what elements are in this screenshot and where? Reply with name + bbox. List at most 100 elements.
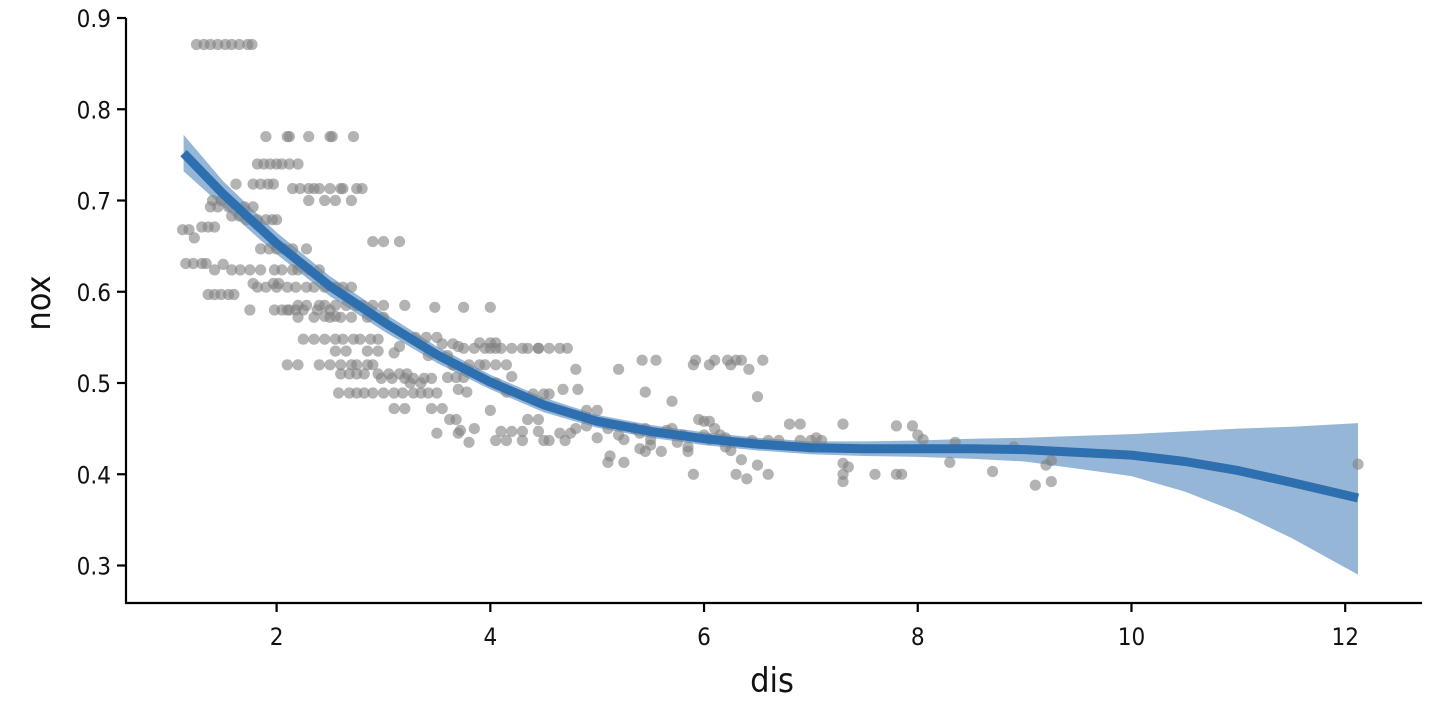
data-point [561, 342, 573, 354]
data-point [415, 377, 427, 389]
data-point [200, 257, 212, 270]
x-tick-label: 12 [1331, 623, 1358, 651]
data-point [490, 434, 502, 447]
data-point [532, 425, 545, 437]
data-point [388, 387, 400, 399]
data-point [1352, 458, 1364, 470]
data-point [896, 468, 908, 480]
data-point [689, 354, 702, 366]
data-point [454, 424, 466, 436]
data-point [319, 310, 331, 322]
data-point [234, 264, 246, 276]
data-point [358, 368, 370, 380]
data-point [522, 413, 534, 426]
data-point [345, 194, 357, 207]
data-point [570, 363, 582, 375]
data-point [500, 359, 512, 371]
x-tick-label: 8 [911, 623, 925, 651]
data-point [425, 372, 438, 384]
data-point [709, 354, 721, 366]
x-tick-label: 2 [270, 623, 284, 651]
data-point [233, 38, 245, 51]
data-point [506, 425, 518, 437]
y-tick-label: 0.9 [77, 5, 111, 33]
data-point [751, 459, 764, 471]
data-point [618, 456, 630, 468]
data-point [267, 178, 279, 190]
data-point [324, 359, 336, 371]
data-point [351, 359, 363, 371]
data-point [281, 359, 293, 371]
data-point [404, 377, 416, 389]
data-point [377, 299, 390, 311]
data-point [572, 383, 584, 395]
data-point [209, 221, 221, 233]
smooth-line-layer [180, 149, 1360, 503]
data-point [468, 423, 480, 435]
data-point [522, 342, 534, 354]
data-point [452, 383, 464, 395]
y-tick-label: 0.5 [77, 370, 111, 398]
data-point [751, 391, 764, 403]
x-axis-ticks: 2 4 6 8 10 12 [270, 603, 1359, 651]
data-point [244, 304, 256, 316]
data-point [794, 418, 806, 430]
data-point [490, 337, 502, 349]
data-point [474, 337, 486, 349]
data-point [1045, 455, 1057, 467]
data-point [484, 404, 496, 416]
data-point [725, 444, 737, 457]
data-point [300, 299, 313, 311]
data-point [543, 434, 555, 447]
data-point [783, 418, 796, 430]
confidence-band-layer [183, 134, 1359, 575]
data-point [188, 232, 200, 244]
data-point [281, 304, 293, 316]
data-point [347, 131, 360, 143]
data-point [906, 420, 919, 432]
data-point [209, 264, 221, 276]
data-point [1029, 479, 1041, 491]
data-point [682, 445, 694, 457]
data-point [604, 450, 616, 462]
axes [124, 18, 1422, 605]
data-point [271, 214, 283, 226]
data-point [500, 434, 512, 447]
data-point [447, 338, 459, 350]
data-point [431, 427, 443, 439]
data-point [890, 420, 903, 432]
data-point [532, 342, 545, 354]
data-point [367, 359, 379, 371]
data-point [324, 183, 336, 195]
data-point [217, 258, 229, 270]
data-point [228, 288, 240, 301]
data-point [226, 264, 238, 276]
data-point [329, 194, 341, 207]
data-point [300, 243, 313, 255]
data-point [463, 436, 475, 448]
data-point [869, 468, 881, 480]
data-point [655, 445, 667, 457]
data-point [543, 342, 555, 354]
data-point [461, 386, 473, 398]
data-point [255, 264, 267, 276]
data-point [458, 301, 470, 313]
data-point [313, 183, 325, 195]
data-point [356, 183, 368, 195]
data-point [666, 395, 678, 407]
data-point [260, 131, 272, 143]
data-point [743, 363, 755, 375]
x-tick-label: 4 [483, 623, 497, 651]
data-point [333, 387, 345, 399]
data-point [297, 333, 309, 345]
data-point [557, 383, 569, 395]
data-point [543, 388, 555, 400]
data-point [757, 354, 769, 366]
data-point [393, 340, 406, 353]
data-point [506, 342, 518, 354]
data-point [591, 404, 603, 416]
data-point [639, 386, 651, 398]
data-point [741, 473, 753, 485]
data-point [377, 387, 390, 399]
data-point [281, 281, 293, 293]
